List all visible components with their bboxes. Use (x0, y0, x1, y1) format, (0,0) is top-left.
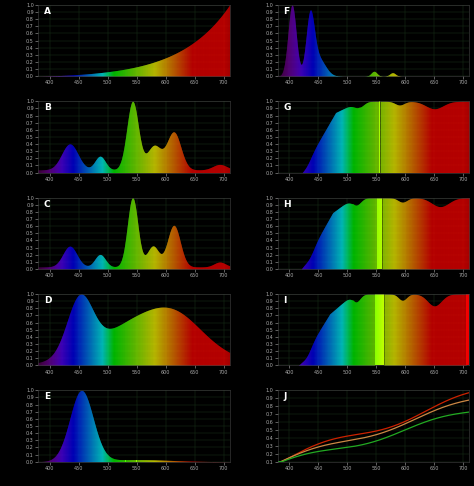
Text: E: E (44, 393, 50, 401)
Text: G: G (283, 104, 291, 112)
Text: B: B (44, 104, 51, 112)
Text: I: I (283, 296, 287, 305)
Text: A: A (44, 7, 51, 16)
Text: J: J (283, 393, 287, 401)
Text: C: C (44, 200, 50, 208)
Text: H: H (283, 200, 291, 208)
Text: F: F (283, 7, 290, 16)
Text: D: D (44, 296, 51, 305)
